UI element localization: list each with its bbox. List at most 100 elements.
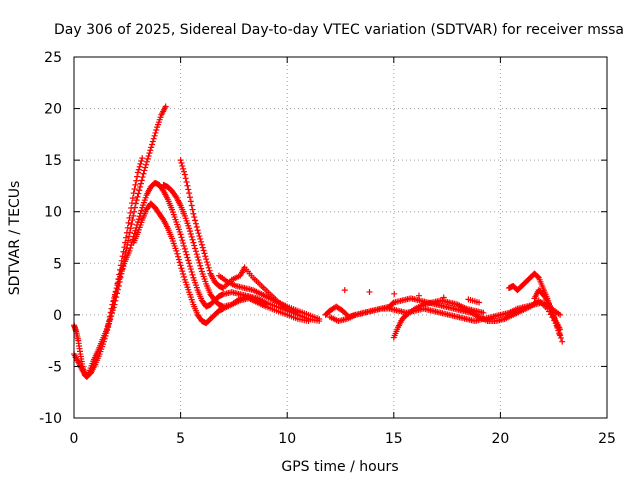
data-point [178,160,185,167]
data-point [180,165,187,172]
data-point [111,294,118,301]
x-tick-label: 0 [70,431,79,447]
data-point [193,251,200,258]
data-point [186,190,193,197]
data-point [194,254,201,261]
data-point [180,240,187,247]
y-tick-label: 15 [44,153,62,169]
data-point [186,260,193,267]
data-point [189,236,196,243]
data-point [136,163,143,170]
data-point [262,301,269,308]
data-point [196,259,203,266]
y-tick-label: 25 [44,50,62,66]
y-tick-label: 0 [53,308,62,324]
data-point [117,273,124,280]
data-point [185,186,192,193]
data-point [130,212,137,219]
data-point [100,338,107,345]
data-point [191,242,198,249]
data-point [104,327,111,334]
data-point [139,174,146,181]
chart-title: Day 306 of 2025, Sidereal Day-to-day VTE… [54,22,624,38]
data-point [341,287,348,294]
data-point [182,175,189,182]
data-point [191,214,198,221]
data-point [105,322,112,329]
data-point [147,147,154,154]
data-point [180,271,187,278]
data-point [196,233,203,240]
data-point [140,170,147,177]
data-point [128,205,135,212]
data-point [127,209,134,216]
data-point [130,190,137,197]
data-point [192,217,199,224]
x-tick-labels: 0 5 10 15 20 25 [70,431,616,447]
data-point [204,259,211,266]
data-point [195,230,202,237]
data-point [559,338,566,345]
data-point [440,294,447,301]
y-tick-labels: -10 -5 0 5 10 15 20 25 [39,50,62,427]
y-tick-label: -10 [39,411,62,427]
data-point [136,187,143,194]
data-point [200,247,207,254]
x-tick-label: 20 [491,431,509,447]
data-point [112,288,119,295]
data-point [188,202,195,209]
data-point [144,155,151,162]
data-point [135,216,142,223]
data-point [187,266,194,273]
data-point [181,242,188,249]
data-point [192,220,199,227]
data-point [316,315,323,322]
data-point [151,132,158,139]
data-point [202,253,209,260]
data-point [146,150,153,157]
data-point [128,221,135,228]
data-point [557,326,564,333]
data-point [177,262,184,269]
data-point [198,238,205,245]
x-tick-label: 10 [278,431,296,447]
data-point [188,233,195,240]
x-tick-label: 15 [385,431,403,447]
data-point [173,247,180,254]
data-point [205,264,212,271]
data-point [128,200,135,207]
data-point [162,103,169,110]
data-point [177,231,184,238]
data-point [132,181,139,188]
grid [74,57,607,418]
data-point [152,129,159,136]
data-points [71,103,566,380]
data-point [186,228,193,235]
data-point [134,169,141,176]
data-point [190,210,197,217]
y-tick-label: 5 [53,256,62,272]
data-point [134,173,141,180]
data-point [126,247,133,254]
data-point [106,313,113,320]
data-point [189,206,196,213]
y-tick-label: 20 [44,102,62,118]
data-point [149,138,156,145]
data-point [391,290,398,297]
data-point [184,254,191,261]
data-point [181,245,188,252]
data-point [192,245,199,252]
data-point [182,248,189,255]
data-point [125,219,132,226]
data-point [557,311,564,318]
data-point [102,332,109,339]
data-point [198,241,205,248]
data-point [178,265,185,272]
data-point [107,309,114,316]
data-point [179,162,186,169]
data-point [153,127,160,134]
data-point [179,237,186,244]
data-point [134,193,141,200]
y-tick-label: -5 [48,359,62,375]
